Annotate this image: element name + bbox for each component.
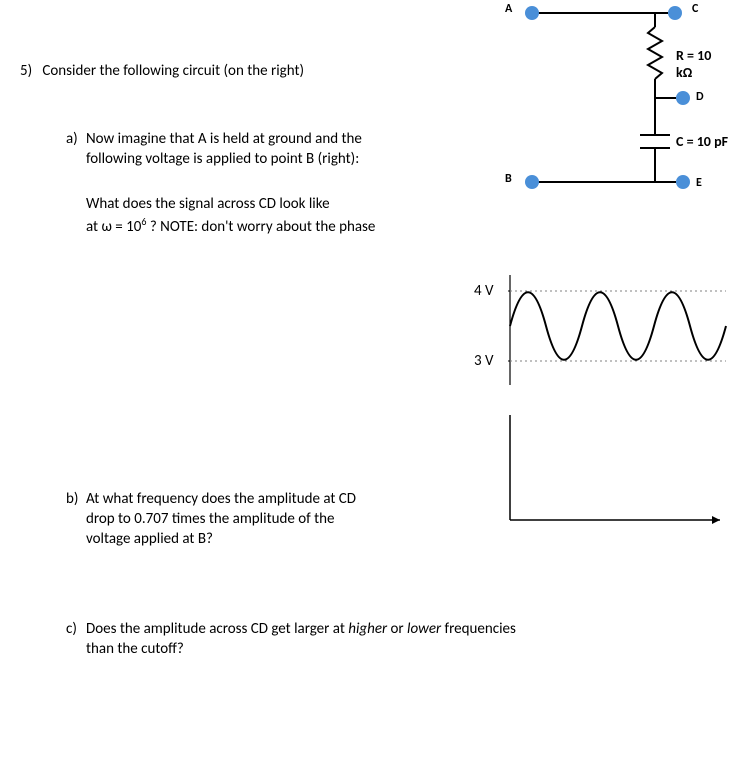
- terminal-a: [525, 6, 539, 20]
- label-e: E: [696, 176, 702, 190]
- part-c-label: c): [66, 620, 77, 638]
- terminal-c: [668, 6, 682, 20]
- part-b-label: b): [66, 490, 78, 508]
- terminal-d: [676, 91, 690, 105]
- waveform-graph: [508, 275, 729, 385]
- part-b-line1: At what frequency does the amplitude at …: [86, 490, 356, 508]
- r-value: R = 10 kΩ: [676, 47, 729, 81]
- terminal-e: [676, 175, 690, 189]
- blank-axes: [500, 410, 729, 530]
- part-a-line4-post: ? NOTE: don't worry about the phase: [146, 218, 375, 236]
- terminal-b: [525, 175, 539, 189]
- part-b-line3: voltage applied at B?: [86, 530, 213, 548]
- circuit-diagram: [460, 0, 729, 200]
- page: 5) Consider the following circuit (on th…: [0, 0, 729, 781]
- part-a-line3: What does the signal across CD look like: [86, 195, 330, 213]
- part-c-line1-mid: or: [387, 620, 407, 638]
- label-d: D: [696, 90, 704, 104]
- wave-4v: 4 V: [474, 282, 494, 300]
- label-c: C: [692, 2, 698, 16]
- wave-3v: 3 V: [474, 352, 494, 370]
- part-c-line1-post: frequencies: [441, 620, 516, 638]
- q5-number: 5) Consider the following circuit (on th…: [20, 62, 304, 80]
- part-a-line4-pre: at ω = 10: [86, 218, 141, 236]
- label-a: A: [505, 2, 512, 16]
- part-a-line4: at ω = 106 ? NOTE: don't worry about the…: [86, 215, 375, 236]
- part-c-lower: lower: [407, 620, 441, 638]
- part-c-higher: higher: [348, 620, 387, 638]
- part-a-label: a): [66, 130, 78, 148]
- label-b: B: [505, 172, 512, 186]
- part-c-line2: than the cutoff?: [86, 640, 184, 658]
- question-prompt: Consider the following circuit (on the r…: [42, 62, 304, 80]
- part-b-line2: drop to 0.707 times the amplitude of the: [86, 510, 334, 528]
- part-c-line1: Does the amplitude across CD get larger …: [86, 620, 516, 638]
- part-c-line1-pre: Does the amplitude across CD get larger …: [86, 620, 348, 638]
- part-a-line2: following voltage is applied to point B …: [86, 150, 359, 168]
- c-value: C = 10 pF: [676, 133, 728, 150]
- part-a-line1: Now imagine that A is held at ground and…: [86, 130, 362, 148]
- question-number: 5): [20, 62, 32, 80]
